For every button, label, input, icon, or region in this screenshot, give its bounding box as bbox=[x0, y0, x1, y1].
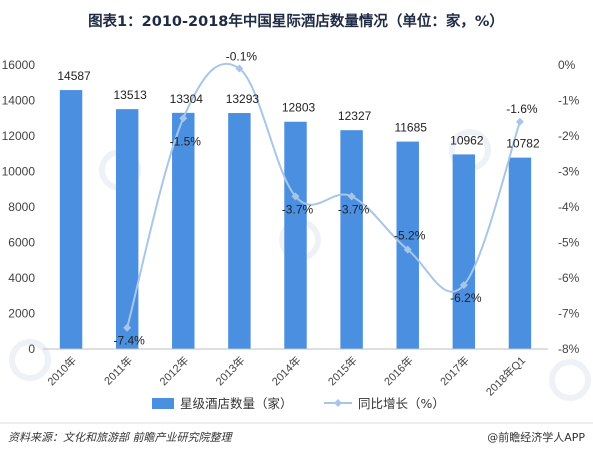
bar-1 bbox=[115, 109, 139, 349]
legend-bar-swatch bbox=[152, 398, 174, 409]
y-left-tick: 16000 bbox=[2, 58, 36, 72]
legend-bar-label: 星级酒店数量（家） bbox=[180, 396, 293, 411]
line-point-1 bbox=[123, 323, 132, 332]
line-point-4 bbox=[291, 192, 300, 201]
source-note: 资料来源：文化和旅游部 前瞻产业研究院整理 bbox=[8, 431, 233, 444]
bar-value-label: 13304 bbox=[170, 92, 204, 106]
bar-value-label: 13293 bbox=[226, 92, 260, 106]
line-series bbox=[123, 62, 524, 332]
y-left-tick: 12000 bbox=[2, 129, 36, 143]
x-tick: 2015年 bbox=[325, 353, 360, 388]
bar-value-label: 14587 bbox=[57, 69, 91, 83]
bar-3 bbox=[228, 113, 251, 349]
line-value-label: -3.7% bbox=[338, 202, 370, 216]
bar-value-label: 11685 bbox=[394, 121, 427, 135]
y-right-tick: -5% bbox=[558, 236, 580, 250]
y-right-tick: -6% bbox=[558, 271, 580, 285]
y-left-tick: 4000 bbox=[8, 271, 35, 285]
watermark-logo bbox=[549, 359, 591, 401]
line-value-label: -5.2% bbox=[394, 229, 426, 243]
data-labels: 14587 13513 13304 13293 12803 12327 11685 10962… bbox=[57, 50, 540, 348]
line-point-6 bbox=[403, 245, 412, 254]
line-point-3 bbox=[235, 64, 244, 73]
line-value-label: -1.5% bbox=[170, 134, 202, 148]
bar-7 bbox=[452, 154, 476, 349]
x-tick: 2012年 bbox=[156, 353, 191, 388]
y-left-tick: 0 bbox=[28, 342, 35, 356]
bar-4 bbox=[284, 121, 307, 349]
line-point-8 bbox=[515, 117, 524, 126]
x-tick: 2018年Q1 bbox=[483, 353, 528, 398]
line-value-label: -0.1% bbox=[226, 50, 258, 64]
bar-5 bbox=[340, 130, 363, 349]
bar-0 bbox=[59, 90, 83, 349]
bar-value-label: 13513 bbox=[113, 88, 147, 102]
y-left-tick: 10000 bbox=[2, 165, 36, 179]
bar-value-label: 12803 bbox=[282, 101, 316, 115]
line-value-label: -3.7% bbox=[282, 202, 314, 216]
x-tick: 2014年 bbox=[269, 353, 304, 388]
line-point-2 bbox=[179, 114, 188, 123]
x-tick: 2017年 bbox=[437, 353, 472, 388]
line-point-7 bbox=[459, 281, 468, 290]
y-left-tick: 8000 bbox=[8, 200, 35, 214]
legend: 星级酒店数量（家） 同比增长（%） bbox=[152, 396, 445, 411]
bar-value-label: 12327 bbox=[338, 109, 372, 123]
y-right-tick: -3% bbox=[558, 165, 580, 179]
y-right-tick: 0% bbox=[558, 58, 576, 72]
bar-2 bbox=[172, 112, 195, 349]
line-value-label: -1.6% bbox=[506, 102, 538, 116]
line-value-label: -7.4% bbox=[113, 334, 145, 348]
y-right-tick: -2% bbox=[558, 129, 580, 143]
watermark-logo bbox=[9, 339, 51, 381]
x-tick: 2016年 bbox=[381, 353, 416, 388]
legend-line-marker bbox=[334, 399, 342, 407]
y-right-tick: -7% bbox=[558, 307, 580, 321]
x-tick: 2013年 bbox=[213, 353, 248, 388]
y-right-tick: -8% bbox=[558, 342, 580, 356]
y-left-tick: 6000 bbox=[8, 236, 35, 250]
line-point-5 bbox=[347, 192, 356, 201]
chart-title: 图表1：2010-2018年中国星际酒店数量情况（单位：家，%） bbox=[88, 12, 504, 30]
y-left-tick: 2000 bbox=[8, 307, 35, 321]
x-tick: 2011年 bbox=[101, 353, 135, 387]
brand-note: @前瞻经济学人APP bbox=[487, 430, 585, 444]
legend-line-label: 同比增长（%） bbox=[358, 396, 445, 411]
bar-6 bbox=[396, 141, 419, 349]
bar-value-label: 10782 bbox=[506, 137, 540, 151]
line-value-label: -6.2% bbox=[450, 291, 482, 305]
bar-value-label: 10962 bbox=[450, 133, 484, 147]
bar-8 bbox=[508, 157, 532, 349]
y-left-tick: 14000 bbox=[2, 94, 36, 108]
y-right-tick: -1% bbox=[558, 94, 580, 108]
y-right-tick: -4% bbox=[558, 200, 580, 214]
bar-series bbox=[59, 90, 532, 349]
